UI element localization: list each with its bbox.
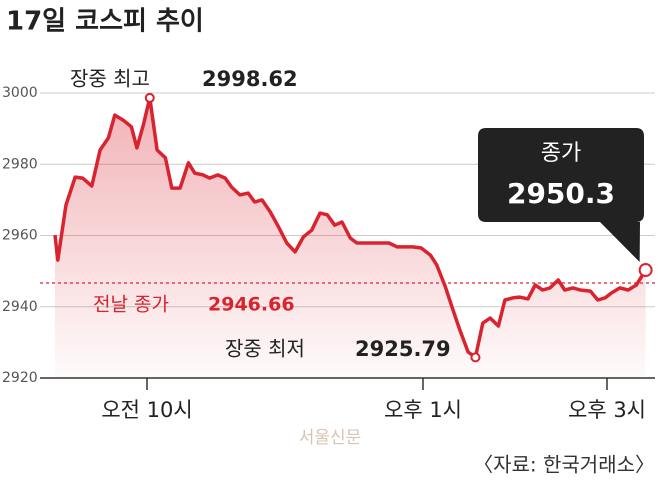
x-tick-label: 오전 10시 (101, 398, 192, 422)
y-tick-label: 2980 (2, 156, 38, 172)
annotation-value: 2998.62 (202, 67, 298, 91)
close-value: 2950.3 (507, 177, 615, 210)
annotation-label: 장중 최저 (225, 337, 305, 361)
annotation-value: 2925.79 (355, 337, 451, 361)
close-marker (638, 263, 653, 278)
callout-box (478, 128, 644, 263)
source: 〈자료: 한국거래소〉 (473, 453, 655, 477)
chart-title: 17일 코스피 추이 (6, 7, 204, 37)
y-tick-label: 2920 (2, 370, 38, 386)
extreme-marker (144, 92, 155, 103)
y-tick-label: 2940 (2, 299, 38, 315)
y-tick-label: 2960 (2, 228, 38, 244)
x-tick-label: 오후 1시 (384, 398, 462, 422)
close-label: 종가 (541, 141, 581, 166)
x-tick-label: 오후 3시 (568, 398, 646, 422)
watermark: 서울신문 (299, 428, 362, 448)
reference-value: 2946.66 (208, 294, 295, 316)
extreme-marker (470, 352, 481, 363)
annotation-label: 장중 최고 (70, 67, 150, 91)
y-tick-label: 3000 (2, 85, 38, 101)
area (55, 97, 646, 379)
reference-label: 전날 종가 (93, 294, 169, 316)
